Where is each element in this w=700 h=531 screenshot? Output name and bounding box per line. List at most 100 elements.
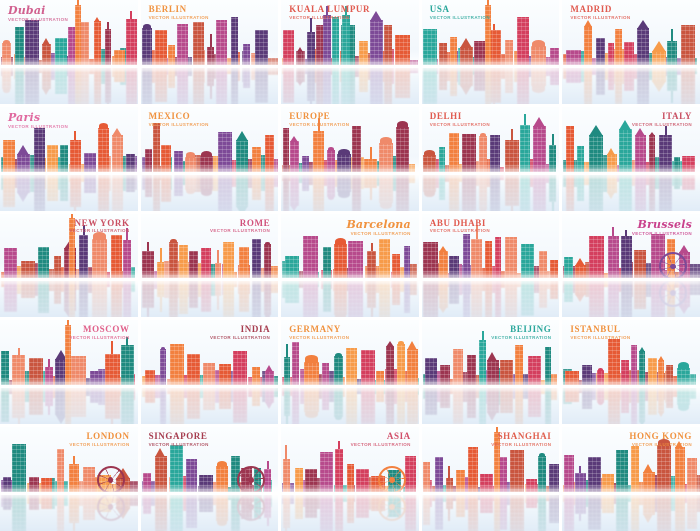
city-name: EUROPE (289, 110, 331, 121)
city-label: MOSCOW VECTOR ILLUSTRATION (69, 324, 130, 341)
city-label: NEW YORK VECTOR ILLUSTRATION (69, 217, 130, 235)
skyline-illustration (562, 0, 700, 104)
city-name: USA (429, 4, 450, 14)
city-subtitle: VECTOR ILLUSTRATION (210, 335, 271, 341)
city-name: ABU DHABI (429, 217, 486, 228)
panel-barcelona: Barcelona VECTOR ILLUSTRATION (281, 213, 419, 318)
panel-dubai: Dubai VECTOR ILLUSTRATION (0, 0, 138, 104)
city-name: ASIA (386, 431, 411, 442)
city-label: ROME VECTOR ILLUSTRATION (210, 218, 271, 235)
city-label: Brussels VECTOR ILLUSTRATION (631, 217, 692, 237)
city-name: GERMANY (289, 324, 341, 335)
city-name: SINGAPORE (148, 431, 208, 442)
panel-moscow: MOSCOW VECTOR ILLUSTRATION (0, 320, 138, 425)
city-label: DELHI VECTOR ILLUSTRATION (429, 110, 490, 128)
panel-india: INDIA VECTOR ILLUSTRATION (140, 320, 279, 425)
city-label: KUALA LUMPUR VECTOR ILLUSTRATION (289, 4, 371, 21)
city-name: KUALA LUMPUR (289, 4, 371, 14)
city-subtitle: VECTOR ILLUSTRATION (350, 442, 411, 448)
skyline-illustration (562, 214, 700, 318)
panel-delhi: DELHI VECTOR ILLUSTRATION (421, 106, 560, 211)
city-label: ITALY VECTOR ILLUSTRATION (631, 110, 692, 128)
city-subtitle: VECTOR ILLUSTRATION (429, 228, 490, 234)
city-label: ISTANBUL VECTOR ILLUSTRATION (570, 324, 631, 341)
panel-shanghai: SHANGHAI VECTOR ILLUSTRATION (421, 427, 560, 531)
city-name: Brussels (637, 217, 692, 231)
city-name: ITALY (661, 110, 692, 121)
city-subtitle: VECTOR ILLUSTRATION (570, 14, 631, 20)
city-subtitle: VECTOR ILLUSTRATION (210, 228, 271, 234)
city-label: GERMANY VECTOR ILLUSTRATION (289, 324, 350, 341)
city-name: BEIJING (510, 324, 552, 335)
city-label: Paris VECTOR ILLUSTRATION (8, 110, 69, 130)
city-label: ASIA VECTOR ILLUSTRATION (350, 431, 411, 448)
city-subtitle: VECTOR ILLUSTRATION (570, 335, 631, 341)
panel-paris: Paris VECTOR ILLUSTRATION (0, 106, 138, 211)
city-name: BERLIN (148, 4, 187, 14)
panel-kuala-lumpur: KUALA LUMPUR VECTOR ILLUSTRATION (281, 0, 419, 104)
panel-beijing: BEIJING VECTOR ILLUSTRATION (421, 320, 560, 425)
city-subtitle: VECTOR ILLUSTRATION (148, 121, 209, 127)
city-label: USA VECTOR ILLUSTRATION (429, 4, 490, 21)
panel-istanbul: ISTANBUL VECTOR ILLUSTRATION (562, 320, 700, 425)
panel-new-york: NEW YORK VECTOR ILLUSTRATION (0, 213, 138, 318)
city-name: Barcelona (346, 217, 411, 231)
city-label: BEIJING VECTOR ILLUSTRATION (491, 324, 552, 341)
city-label: HONG KONG VECTOR ILLUSTRATION (629, 431, 692, 448)
city-name: Paris (8, 110, 41, 124)
city-subtitle: VECTOR ILLUSTRATION (8, 17, 69, 23)
city-subtitle: VECTOR ILLUSTRATION (69, 335, 130, 341)
city-name: MOSCOW (82, 324, 130, 335)
city-name: LONDON (86, 431, 130, 442)
city-subtitle: VECTOR ILLUSTRATION (350, 230, 411, 236)
panel-germany: GERMANY VECTOR ILLUSTRATION (281, 320, 419, 425)
city-name: INDIA (240, 324, 271, 335)
panel-berlin: BERLIN VECTOR ILLUSTRATION (140, 0, 279, 104)
city-label: SINGAPORE VECTOR ILLUSTRATION (148, 431, 209, 448)
city-subtitle: VECTOR ILLUSTRATION (631, 442, 692, 448)
skyline-illustration (0, 213, 138, 318)
panel-italy: ITALY VECTOR ILLUSTRATION (562, 106, 700, 211)
city-subtitle: VECTOR ILLUSTRATION (491, 442, 552, 448)
city-label: ABU DHABI VECTOR ILLUSTRATION (429, 217, 490, 235)
city-name: SHANGHAI (497, 431, 552, 442)
panel-hong-kong: HONG KONG VECTOR ILLUSTRATION (562, 427, 700, 531)
city-subtitle: VECTOR ILLUSTRATION (148, 442, 209, 448)
city-subtitle: VECTOR ILLUSTRATION (69, 228, 130, 234)
city-subtitle: VECTOR ILLUSTRATION (631, 121, 692, 127)
city-label: Barcelona VECTOR ILLUSTRATION (346, 217, 411, 237)
city-label: MEXICO VECTOR ILLUSTRATION (148, 110, 209, 128)
city-label: BERLIN VECTOR ILLUSTRATION (148, 4, 209, 21)
city-name: MEXICO (148, 110, 191, 121)
city-subtitle: VECTOR ILLUSTRATION (69, 442, 130, 448)
city-name: Dubai (8, 4, 46, 17)
city-subtitle: VECTOR ILLUSTRATION (491, 335, 552, 341)
city-subtitle: VECTOR ILLUSTRATION (429, 14, 490, 20)
city-label: MADRID VECTOR ILLUSTRATION (570, 4, 631, 21)
city-subtitle: VECTOR ILLUSTRATION (148, 14, 209, 20)
city-name: HONG KONG (629, 431, 692, 442)
city-label: EUROPE VECTOR ILLUSTRATION (289, 110, 349, 128)
panel-singapore: SINGAPORE VECTOR ILLUSTRATION (140, 427, 279, 531)
city-label: Dubai VECTOR ILLUSTRATION (8, 4, 69, 23)
city-name: MADRID (570, 4, 612, 14)
city-label: LONDON VECTOR ILLUSTRATION (69, 431, 130, 448)
city-subtitle: VECTOR ILLUSTRATION (289, 335, 350, 341)
city-name: ISTANBUL (570, 324, 621, 335)
city-subtitle: VECTOR ILLUSTRATION (289, 14, 350, 20)
panel-london: LONDON VECTOR ILLUSTRATION (0, 427, 138, 531)
panel-madrid: MADRID VECTOR ILLUSTRATION (562, 0, 700, 104)
panel-mexico: MEXICO VECTOR ILLUSTRATION (140, 106, 279, 211)
panel-brussels: Brussels VECTOR ILLUSTRATION (562, 213, 700, 318)
city-label: INDIA VECTOR ILLUSTRATION (210, 324, 271, 341)
panel-usa: USA VECTOR ILLUSTRATION (421, 0, 560, 104)
panel-asia: ASIA VECTOR ILLUSTRATION (281, 427, 419, 531)
city-name: DELHI (429, 110, 462, 121)
city-subtitle: VECTOR ILLUSTRATION (631, 230, 692, 236)
city-name: NEW YORK (74, 217, 130, 228)
city-subtitle: VECTOR ILLUSTRATION (8, 123, 69, 129)
city-subtitle: VECTOR ILLUSTRATION (429, 121, 490, 127)
panel-rome: ROME VECTOR ILLUSTRATION (140, 213, 279, 318)
city-label: SHANGHAI VECTOR ILLUSTRATION (491, 431, 552, 448)
